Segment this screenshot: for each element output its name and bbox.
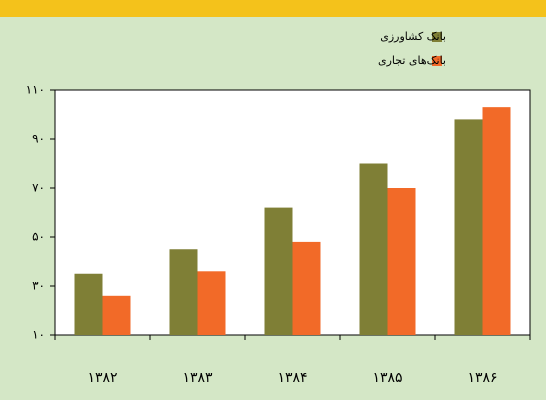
bar — [482, 107, 511, 336]
bar — [74, 273, 103, 335]
banner — [0, 0, 546, 17]
y-tick-label: ۷۰ — [32, 181, 45, 195]
y-tick-label: ۵۰ — [32, 230, 45, 244]
x-tick-label: ۱۳۸۳ — [182, 370, 213, 386]
y-tick-label: ۱۱۰ — [26, 83, 45, 97]
legend-label: بانک کشاورزی — [380, 30, 446, 43]
x-tick-label: ۱۳۸۴ — [277, 370, 307, 386]
bar — [169, 249, 198, 335]
bar — [387, 188, 416, 335]
bar — [454, 119, 483, 336]
y-tick-label: ۳۰ — [32, 279, 45, 293]
bar — [292, 241, 321, 335]
bar — [359, 163, 388, 335]
x-tick-label: ۱۳۸۵ — [372, 370, 402, 386]
legend-swatch — [432, 32, 442, 42]
bar — [197, 271, 226, 335]
bar — [102, 295, 131, 335]
y-tick-label: ۱۰ — [32, 328, 45, 342]
bar — [264, 207, 293, 335]
y-tick-label: ۹۰ — [32, 132, 45, 146]
legend-label: بانک‌های تجاری — [378, 54, 446, 67]
legend-swatch — [432, 56, 442, 66]
x-tick-label: ۱۳۸۲ — [87, 370, 117, 386]
x-tick-label: ۱۳۸۶ — [467, 370, 497, 386]
